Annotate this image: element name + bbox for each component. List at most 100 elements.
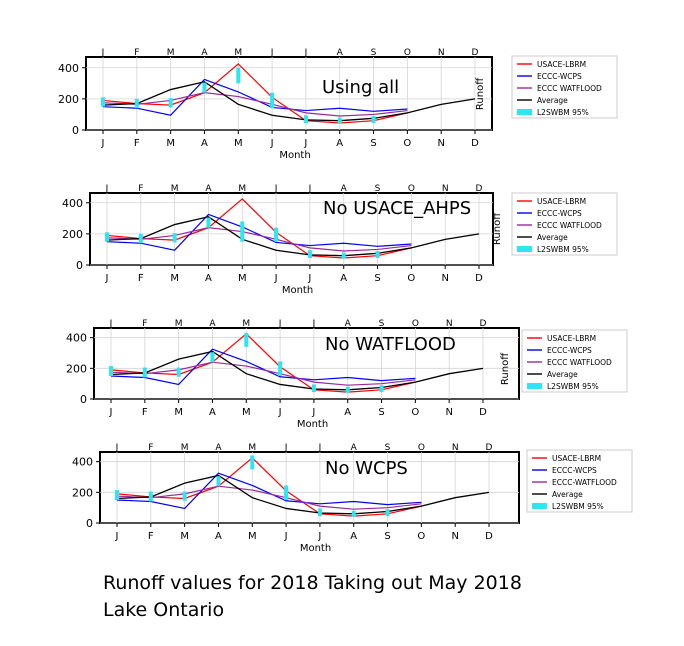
y-tick-label: 200: [62, 228, 83, 241]
x-tick-label-top: J: [308, 184, 312, 194]
x-tick-label: D: [485, 531, 493, 542]
range-bar: [345, 386, 350, 393]
x-tick-label: M: [174, 407, 183, 418]
range-bar: [101, 97, 105, 107]
legend-swatch: [532, 503, 547, 509]
x-tick-label: J: [303, 138, 307, 149]
x-tick-label: J: [317, 531, 321, 542]
x-tick-label-top: M: [234, 48, 242, 58]
legend: USACE-LBRM ECCC-WCPS ECCC-WATFLOOD Average L…: [526, 449, 633, 513]
x-tick-label: D: [475, 273, 483, 284]
y-axis-label: Runoff: [500, 352, 511, 385]
panel-title: No WATFLOOD: [325, 334, 456, 355]
x-tick-label: O: [417, 531, 425, 542]
x-tick-label-top: F: [138, 184, 143, 194]
range-bar: [236, 67, 241, 84]
x-tick-label: M: [166, 138, 175, 149]
range-bar: [284, 485, 289, 500]
series-line-2: [106, 213, 412, 251]
x-tick-label-top: N: [452, 443, 459, 453]
x-tick-label-top: M: [248, 443, 256, 453]
x-tick-label-top: A: [205, 184, 212, 194]
x-tick-label-top: N: [438, 48, 445, 58]
x-tick-label: A: [340, 273, 347, 284]
range-bar: [168, 98, 173, 108]
caption-line-2: Lake Ontario: [103, 599, 225, 621]
legend: USACE-LBRM ECCC-WCPS ECCC WATFLOOD Average L…: [511, 192, 618, 256]
x-tick-label-top: J: [312, 319, 316, 329]
range-bar: [210, 352, 215, 363]
range-bar: [375, 251, 380, 258]
y-tick-label: 400: [72, 456, 93, 469]
x-tick-label: J: [109, 407, 113, 418]
legend-label: L2SWBM 95%: [537, 245, 589, 254]
x-tick-label: D: [479, 407, 487, 418]
series-line-3: [110, 361, 416, 386]
x-tick-label: D: [471, 138, 479, 149]
series-line-2: [110, 348, 416, 386]
x-tick-label: M: [238, 273, 247, 284]
x-tick-label-top: F: [148, 443, 153, 453]
range-bar: [274, 227, 279, 242]
x-tick-label-top: J: [105, 184, 109, 194]
x-tick-label: S: [374, 273, 380, 284]
range-bar: [109, 366, 113, 376]
x-axis-label: Month: [300, 543, 331, 554]
legend-swatch: [527, 383, 542, 389]
x-tick-label-top: M: [175, 319, 183, 329]
x-tick-label-top: D: [476, 184, 483, 194]
x-tick-label-top: F: [134, 48, 139, 58]
chart-panel-4: 0 200 400 J J F F M M A A M M J J J J A A S S O O N N D D Month No W…: [72, 443, 633, 554]
x-tick-label-top: O: [408, 184, 415, 194]
x-tick-label-top: N: [442, 184, 449, 194]
legend-label: Average: [552, 490, 583, 499]
x-tick-label-top: A: [209, 319, 216, 329]
range-bar: [307, 250, 312, 258]
x-tick-label-top: O: [412, 319, 419, 329]
x-tick-label-top: A: [341, 184, 348, 194]
series-line-1: [116, 457, 422, 517]
x-tick-label: F: [134, 138, 140, 149]
x-tick-label: J: [274, 273, 278, 284]
x-tick-label-top: A: [201, 48, 208, 58]
x-tick-label: N: [441, 273, 448, 284]
x-axis-label: Month: [282, 285, 313, 296]
x-tick-label: M: [234, 138, 243, 149]
x-tick-label: A: [201, 138, 208, 149]
x-tick-label-top: J: [274, 184, 278, 194]
plot-area: [93, 327, 520, 400]
legend-label: USACE-LBRM: [537, 197, 586, 206]
range-bar: [337, 117, 342, 124]
x-tick-label-top: M: [242, 319, 250, 329]
x-tick-label: N: [445, 407, 452, 418]
x-tick-label-top: J: [115, 443, 119, 453]
y-tick-label: 0: [80, 393, 87, 406]
range-bar: [148, 491, 153, 502]
x-tick-label-top: J: [284, 443, 288, 453]
panel-title: No WCPS: [325, 458, 408, 479]
series-line-3: [106, 227, 412, 252]
series-line-3: [116, 485, 422, 510]
x-tick-label: J: [101, 138, 105, 149]
legend-label: Average: [537, 96, 568, 105]
x-tick-label: A: [209, 407, 216, 418]
legend-swatch: [517, 246, 532, 252]
x-tick-label-top: O: [418, 443, 425, 453]
legend-label: USACE-LBRM: [547, 334, 596, 343]
y-axis-label: Runoff: [475, 77, 486, 110]
legend-label: ECCC-WATFLOOD: [552, 478, 617, 487]
x-tick-label: M: [180, 531, 189, 542]
range-bar: [176, 367, 181, 377]
series-line-3: [102, 92, 408, 117]
x-tick-label-top: D: [480, 319, 487, 329]
legend: USACE-LBRM ECCC-WCPS ECCC WATFLOOD Average L…: [521, 329, 628, 393]
x-tick-label: J: [278, 407, 282, 418]
legend-label: ECCC WATFLOOD: [547, 358, 612, 367]
y-tick-label: 0: [86, 517, 93, 530]
y-tick-label: 200: [58, 93, 79, 106]
x-tick-label: J: [284, 531, 288, 542]
x-axis-label: Month: [297, 419, 328, 430]
x-tick-label: F: [138, 273, 144, 284]
y-axis-label: Runoff: [492, 212, 503, 245]
range-bar: [134, 98, 139, 109]
